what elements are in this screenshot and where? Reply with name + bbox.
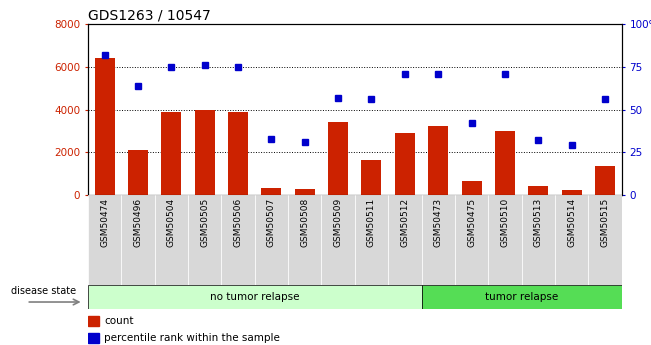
Bar bbox=[562, 190, 581, 195]
Bar bbox=[88, 195, 121, 285]
Text: no tumor relapse: no tumor relapse bbox=[210, 292, 299, 302]
Text: GSM50509: GSM50509 bbox=[333, 198, 342, 247]
Text: disease state: disease state bbox=[11, 286, 77, 296]
Text: GSM50474: GSM50474 bbox=[100, 198, 109, 247]
Text: percentile rank within the sample: percentile rank within the sample bbox=[104, 333, 280, 343]
Bar bbox=[421, 285, 622, 309]
Bar bbox=[595, 166, 615, 195]
Text: GSM50513: GSM50513 bbox=[534, 198, 543, 247]
Text: GSM50505: GSM50505 bbox=[200, 198, 209, 247]
Text: GSM50508: GSM50508 bbox=[300, 198, 309, 247]
Text: GSM50510: GSM50510 bbox=[501, 198, 510, 247]
Bar bbox=[395, 133, 415, 195]
Bar bbox=[589, 195, 622, 285]
Bar bbox=[555, 195, 589, 285]
Bar bbox=[455, 195, 488, 285]
Text: GSM50504: GSM50504 bbox=[167, 198, 176, 247]
Bar bbox=[228, 112, 248, 195]
Bar bbox=[428, 126, 448, 195]
Bar bbox=[355, 195, 388, 285]
Text: GSM50496: GSM50496 bbox=[133, 198, 143, 247]
Bar bbox=[88, 333, 98, 343]
Text: GSM50507: GSM50507 bbox=[267, 198, 276, 247]
Text: GSM50512: GSM50512 bbox=[400, 198, 409, 247]
Bar bbox=[295, 189, 314, 195]
Bar bbox=[88, 316, 98, 326]
Text: GSM50475: GSM50475 bbox=[467, 198, 476, 247]
Bar bbox=[521, 195, 555, 285]
Bar bbox=[155, 195, 188, 285]
Bar bbox=[188, 195, 221, 285]
Bar bbox=[528, 186, 548, 195]
Bar bbox=[161, 112, 181, 195]
Bar bbox=[322, 195, 355, 285]
Bar bbox=[462, 181, 482, 195]
Bar bbox=[221, 195, 255, 285]
Text: tumor relapse: tumor relapse bbox=[485, 292, 559, 302]
Bar bbox=[495, 131, 515, 195]
Bar bbox=[195, 109, 215, 195]
Text: GDS1263 / 10547: GDS1263 / 10547 bbox=[88, 9, 211, 23]
Text: count: count bbox=[104, 316, 133, 326]
Text: GSM50514: GSM50514 bbox=[567, 198, 576, 247]
Bar bbox=[121, 195, 155, 285]
Bar bbox=[421, 195, 455, 285]
Bar bbox=[128, 150, 148, 195]
Bar bbox=[361, 160, 381, 195]
Text: GSM50506: GSM50506 bbox=[234, 198, 243, 247]
Text: GSM50473: GSM50473 bbox=[434, 198, 443, 247]
Bar bbox=[388, 195, 421, 285]
Bar bbox=[255, 195, 288, 285]
Text: GSM50511: GSM50511 bbox=[367, 198, 376, 247]
Bar bbox=[488, 195, 521, 285]
Bar bbox=[261, 188, 281, 195]
Bar bbox=[88, 285, 421, 309]
Bar bbox=[288, 195, 322, 285]
Bar bbox=[328, 122, 348, 195]
Text: GSM50515: GSM50515 bbox=[600, 198, 609, 247]
Bar bbox=[94, 58, 115, 195]
